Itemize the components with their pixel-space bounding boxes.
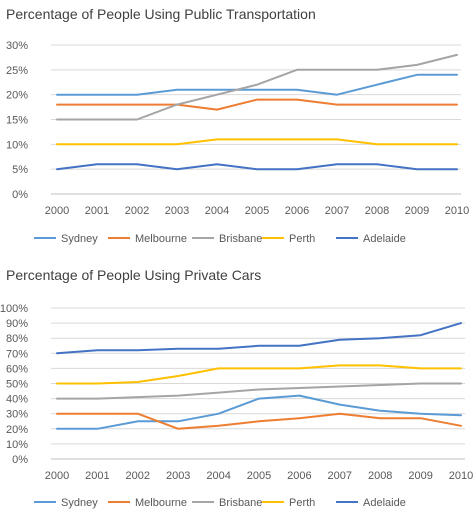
legend-label: Melbourne xyxy=(135,497,187,509)
legend-label: Perth xyxy=(289,233,315,245)
y-tick-label: 100% xyxy=(0,303,28,315)
x-tick-label: 2001 xyxy=(85,470,109,482)
y-tick-label: 70% xyxy=(6,348,28,360)
y-tick-label: 50% xyxy=(6,379,28,391)
x-tick-label: 2008 xyxy=(368,470,392,482)
series-line-perth xyxy=(56,364,462,385)
chart-title: Percentage of People Using Private Cars xyxy=(6,267,262,283)
x-tick-label: 2005 xyxy=(245,205,269,217)
x-tick-label: 2004 xyxy=(205,205,229,217)
x-tick-label: 2001 xyxy=(85,205,109,217)
series-line-brisbane xyxy=(56,382,462,400)
series-line-adelaide xyxy=(56,163,458,171)
series-line-melbourne xyxy=(56,412,462,430)
x-tick-label: 2007 xyxy=(325,205,349,217)
y-tick-label: 10% xyxy=(6,139,28,151)
public-transport-chart: Percentage of People Using Public Transp… xyxy=(0,0,476,258)
x-tick-label: 2000 xyxy=(45,205,69,217)
x-tick-label: 2006 xyxy=(285,205,309,217)
y-tick-label: 30% xyxy=(6,40,28,52)
private-cars-chart: Percentage of People Using Private Cars … xyxy=(0,262,476,517)
x-tick-label: 2009 xyxy=(408,470,432,482)
series-line-brisbane xyxy=(56,53,458,121)
x-tick-label: 2009 xyxy=(405,205,429,217)
y-tick-label: 60% xyxy=(6,363,28,375)
public-transport-plot: 0% 5% 10% 15% 20% 25% 30% 2000 2001 2002 2003 2004 2… xyxy=(6,40,469,245)
x-tick-label: 2008 xyxy=(365,205,389,217)
series-line-adelaide xyxy=(56,322,462,355)
y-tick-label: 15% xyxy=(6,115,28,127)
legend-label: Brisbane xyxy=(219,497,262,509)
x-tick-label: 2000 xyxy=(45,470,69,482)
legend-label: Sydney xyxy=(61,233,98,245)
series-line-sydney xyxy=(56,394,462,430)
legend-label: Adelaide xyxy=(363,233,406,245)
legend-label: Sydney xyxy=(61,497,98,509)
x-tick-label: 2002 xyxy=(126,470,150,482)
x-tick-label: 2010 xyxy=(445,205,469,217)
legend-label: Adelaide xyxy=(363,497,406,509)
legend-label: Brisbane xyxy=(219,233,262,245)
y-tick-label: 80% xyxy=(6,333,28,345)
x-tick-label: 2010 xyxy=(449,470,473,482)
x-tick-label: 2005 xyxy=(247,470,271,482)
y-tick-label: 20% xyxy=(6,424,28,436)
y-tick-label: 90% xyxy=(6,318,28,330)
series-line-melbourne xyxy=(56,98,458,111)
legend-label: Melbourne xyxy=(135,233,187,245)
private-cars-plot: 0% 10% 20% 30% 40% 50% 60% 70% 80% 90% 100% 2000 200… xyxy=(0,303,473,509)
x-tick-label: 2007 xyxy=(328,470,352,482)
series-line-sydney xyxy=(56,73,458,96)
y-tick-label: 5% xyxy=(12,164,28,176)
y-tick-label: 25% xyxy=(6,65,28,77)
x-tick-label: 2002 xyxy=(125,205,149,217)
series-line-perth xyxy=(56,138,458,146)
y-tick-label: 0% xyxy=(12,189,28,201)
y-tick-label: 30% xyxy=(6,409,28,421)
y-tick-label: 10% xyxy=(6,439,28,451)
legend-label: Perth xyxy=(289,497,315,509)
x-tick-label: 2006 xyxy=(287,470,311,482)
y-tick-label: 20% xyxy=(6,90,28,102)
chart-title: Percentage of People Using Public Transp… xyxy=(6,6,316,22)
x-tick-label: 2004 xyxy=(206,470,230,482)
x-tick-label: 2003 xyxy=(165,205,189,217)
y-tick-label: 0% xyxy=(12,454,28,466)
y-tick-label: 40% xyxy=(6,394,28,406)
x-tick-label: 2003 xyxy=(166,470,190,482)
